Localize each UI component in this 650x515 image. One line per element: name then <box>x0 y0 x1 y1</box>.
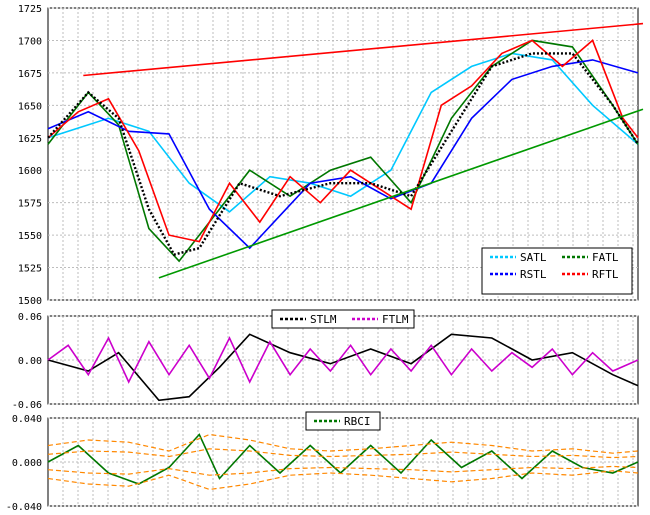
series-line-fatl <box>47 39 639 263</box>
series-line-satl <box>47 52 639 213</box>
legend: STLM FTLM <box>271 309 415 329</box>
y-tick-label: 0.00 <box>18 356 42 367</box>
y-tick-label: 1550 <box>18 231 42 242</box>
y-tick-label: 0.06 <box>18 312 42 323</box>
y-tick-label: 1650 <box>18 101 42 112</box>
series-line-dashed-4 <box>47 465 639 476</box>
legend-entry: RFTL <box>592 268 619 281</box>
y-tick-label: 0.000 <box>12 458 42 469</box>
y-tick-label: 1600 <box>18 166 42 177</box>
y-tick-label: 0.040 <box>12 414 42 425</box>
y-tick-label: 1625 <box>18 134 42 145</box>
legend-entry: SATL <box>520 251 547 264</box>
y-tick-label: 1525 <box>18 264 42 275</box>
legend-box <box>271 309 415 329</box>
series-line-dashed-2 <box>47 470 639 491</box>
y-tick-label: -0.06 <box>12 400 42 411</box>
y-tick-label: 1700 <box>18 36 42 47</box>
legend-entry: RBCI <box>344 415 371 428</box>
series-line-rftl <box>47 39 639 243</box>
legend-entry: RSTL <box>520 268 547 281</box>
legend-entry: STLM <box>310 313 337 326</box>
series-line-ftlm <box>47 336 639 384</box>
legend: SATL FATL RSTL RFTL <box>481 247 633 295</box>
series-line-dotted-4 <box>47 52 640 256</box>
series-line-dashed-1 <box>47 433 639 454</box>
legend-box <box>481 247 633 295</box>
series-line-stlm <box>47 333 639 402</box>
legend-box <box>305 411 381 431</box>
series-line-dashed-3 <box>47 448 639 459</box>
legend: RBCI <box>305 411 381 431</box>
series-line-rstl <box>47 59 639 250</box>
panel-rbci: -0.040 0.000 0.040 RBCI <box>6 411 639 513</box>
series-line-trend-5 <box>83 22 644 77</box>
y-tick-label: 1575 <box>18 199 42 210</box>
y-tick-label: -0.040 <box>6 502 42 513</box>
panel-oscillator: -0.06 0.00 0.06 STLM FTLM <box>12 309 639 411</box>
y-tick-label: 1725 <box>18 4 42 15</box>
y-tick-label: 1500 <box>18 296 42 307</box>
panel-price: 1500 1525 1550 1575 1600 1625 1650 1675 1700 1725… <box>18 4 644 307</box>
legend-entry: FTLM <box>382 313 409 326</box>
legend-entry: FATL <box>592 251 619 264</box>
series-line-trend-6 <box>158 108 644 279</box>
y-tick-label: 1675 <box>18 69 42 80</box>
